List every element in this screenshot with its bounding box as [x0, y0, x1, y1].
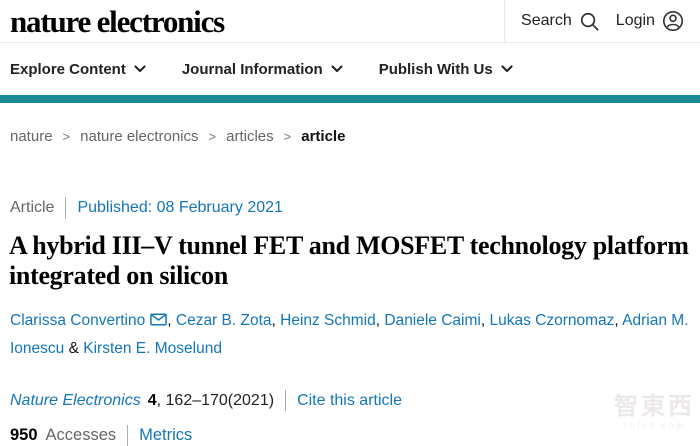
chevron-down-icon: [134, 65, 146, 73]
author-link[interactable]: Daniele Caimi: [384, 311, 481, 329]
author-link[interactable]: Heinz Schmid: [280, 311, 376, 329]
journal-link[interactable]: Nature Electronics: [10, 391, 141, 409]
breadcrumb-separator: >: [62, 129, 71, 144]
author-entry: Heinz Schmid,: [280, 312, 384, 329]
journal-logo[interactable]: nature electronics: [10, 3, 225, 39]
accent-bar: [0, 95, 700, 103]
author-link[interactable]: Kirsten E. Moselund: [83, 340, 222, 358]
nav-menu-item[interactable]: Journal Information: [182, 61, 343, 78]
login-label: Login: [615, 12, 655, 29]
cite-this-article-link[interactable]: Cite this article: [297, 391, 402, 409]
login-button[interactable]: Login: [616, 10, 684, 32]
breadcrumb-link[interactable]: nature: [10, 128, 53, 145]
author-separator: ,: [271, 311, 281, 329]
chevron-down-icon: [331, 65, 343, 73]
article-type-label: Article: [10, 199, 55, 216]
breadcrumb: nature > nature electronics > articles >…: [10, 128, 700, 145]
chevron-down-icon: [501, 65, 513, 73]
email-envelope-icon[interactable]: [150, 313, 168, 326]
article-title: A hybrid III–V tunnel FET and MOSFET tec…: [9, 231, 689, 291]
author-link[interactable]: Clarissa Convertino: [10, 311, 146, 329]
author-separator: ,: [480, 311, 490, 329]
accesses-count: 950: [10, 426, 38, 445]
divider: [65, 197, 67, 219]
search-label: Search: [521, 12, 572, 29]
nav-menu-item[interactable]: Publish With Us: [379, 61, 513, 78]
author-link[interactable]: Lukas Czornomaz: [489, 311, 615, 329]
main-nav: Explore Content Journal Information Publ…: [0, 43, 700, 95]
divider: [127, 425, 129, 446]
breadcrumb-separator: >: [208, 129, 217, 144]
article-meta: Article Published: 08 February 2021: [10, 197, 700, 219]
page-range: , 162–170(2021): [156, 391, 275, 409]
author-entry: Adrian M. Ionescu &: [10, 312, 689, 358]
metrics-link[interactable]: Metrics: [139, 426, 193, 445]
metrics-line: 950 Accesses Metrics: [10, 425, 700, 446]
nav-item-label: Journal Information: [181, 60, 323, 78]
divider: [285, 390, 287, 412]
nav-item-label: Publish With Us: [378, 60, 493, 78]
author-entry: Kirsten E. Moselund: [83, 340, 222, 357]
header-actions: Search Login: [504, 0, 700, 43]
author-separator: ,: [614, 311, 623, 329]
search-button[interactable]: Search: [521, 11, 600, 32]
breadcrumb-separator: >: [283, 129, 292, 144]
breadcrumb-link: article: [301, 128, 346, 145]
volume-number: 4: [147, 391, 157, 409]
published-date: Published: 08 February 2021: [77, 199, 283, 216]
accesses-label: Accesses: [45, 426, 117, 445]
author-separator: &: [64, 340, 84, 358]
citation-line: Nature Electronics 4 , 162–170(2021) Cit…: [10, 390, 700, 412]
author-link[interactable]: Cezar B. Zota: [175, 311, 272, 329]
site-header: nature electronics Search Login: [0, 0, 700, 43]
author-list: Clarissa Convertino, Cezar B. Zota, Hein…: [10, 307, 690, 364]
author-entry: Daniele Caimi,: [384, 312, 489, 329]
author-separator: ,: [167, 311, 176, 329]
breadcrumb-link[interactable]: nature electronics: [80, 128, 199, 145]
search-icon: [579, 11, 600, 32]
author-separator: ,: [375, 311, 385, 329]
author-entry: Clarissa Convertino,: [10, 312, 176, 329]
author-entry: Lukas Czornomaz,: [489, 312, 622, 329]
user-account-icon: [662, 10, 684, 32]
author-entry: Cezar B. Zota,: [176, 312, 280, 329]
breadcrumb-link[interactable]: articles: [226, 128, 274, 145]
author-link[interactable]: Adrian M. Ionescu: [10, 311, 689, 358]
nav-item-label: Explore Content: [10, 60, 126, 78]
nav-menu-item[interactable]: Explore Content: [10, 61, 146, 78]
